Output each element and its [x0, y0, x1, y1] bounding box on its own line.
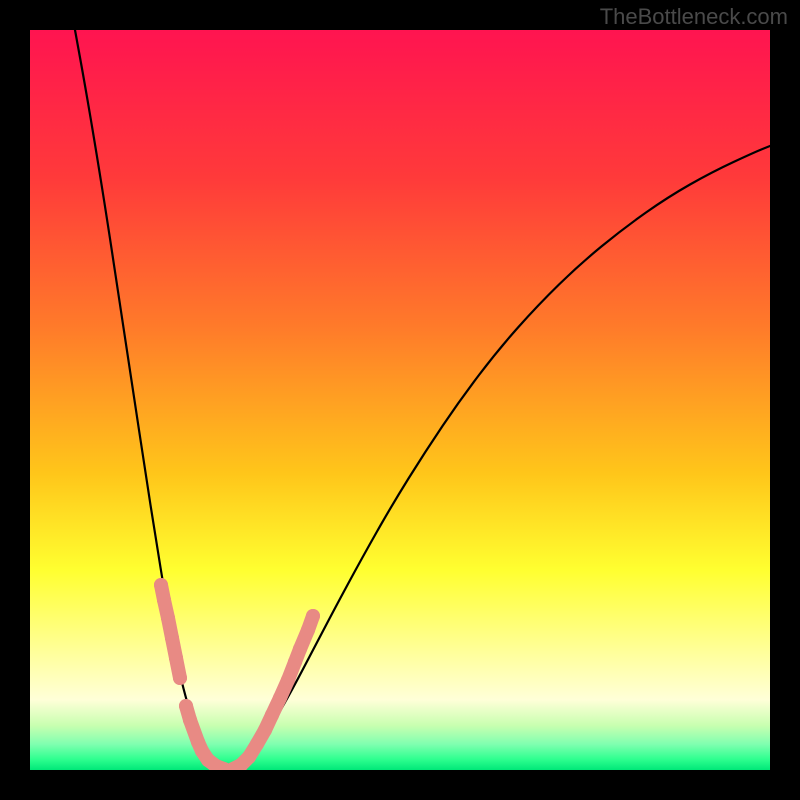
plot-area [30, 30, 770, 770]
watermark-text: TheBottleneck.com [600, 4, 788, 30]
curves-layer [30, 30, 770, 770]
